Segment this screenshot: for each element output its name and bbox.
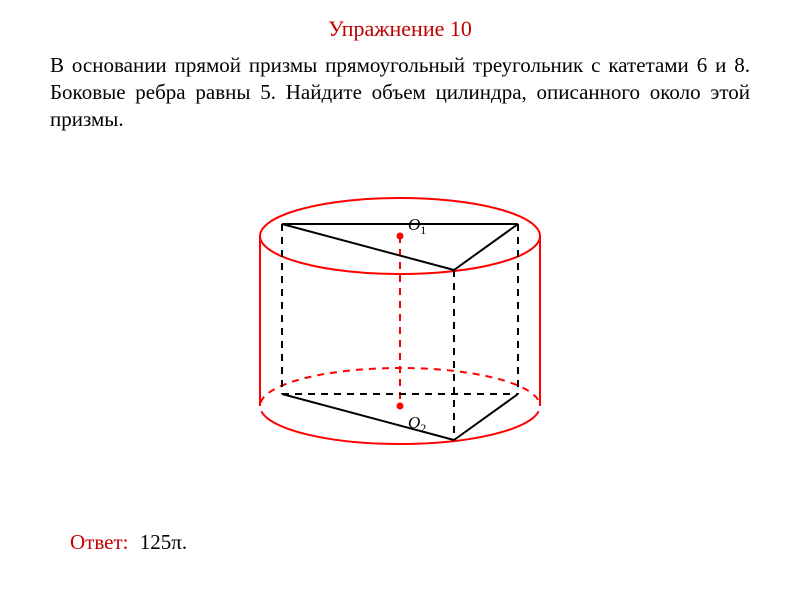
exercise-title: Упражнение 10 [0, 16, 800, 42]
cylinder-bottom-front-arc [261, 411, 538, 444]
bot-tri-bc [454, 394, 518, 440]
center-o1-dot [397, 233, 404, 240]
answer-label: Ответ: [70, 530, 128, 554]
center-o2-label: O2 [408, 413, 426, 435]
center-o1-label: O1 [408, 215, 426, 237]
cylinder-prism-figure: O1 O2 [210, 170, 590, 470]
answer-value: 125π. [140, 530, 187, 554]
problem-text: В основании прямой призмы прямоугольный … [50, 52, 750, 133]
bot-tri-ca [282, 394, 454, 440]
center-o2-dot [397, 403, 404, 410]
top-tri-ca [282, 224, 454, 270]
figure-svg: O1 O2 [210, 170, 590, 470]
top-tri-bc [454, 224, 518, 270]
answer-row: Ответ: 125π. [70, 530, 187, 555]
